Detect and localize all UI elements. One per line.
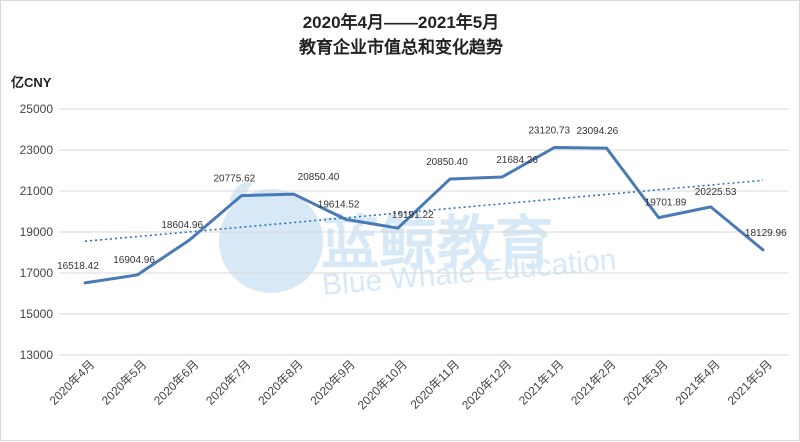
series-line [83, 146, 765, 285]
x-tick-label: 2020年10月 [355, 357, 410, 412]
y-tick-label: 23000 [20, 143, 54, 157]
x-tick-label: 2021年2月 [568, 357, 618, 407]
gridlines [59, 108, 789, 356]
series [83, 146, 765, 285]
x-tick-label: 2020年11月 [408, 357, 463, 412]
y-axis-ticks: 13000 15000 17000 19000 21000 23000 25000 [20, 102, 54, 362]
data-label: 16518.42 [57, 261, 99, 272]
trendline [84, 179, 764, 243]
data-labels: 16518.42 16904.96 18604.96 20775.62 20850.40… [57, 126, 787, 272]
data-label: 20225.53 [695, 187, 737, 198]
data-label: 18604.96 [161, 220, 203, 231]
data-label: 19701.89 [645, 198, 687, 209]
data-label: 21684.26 [496, 155, 538, 166]
x-axis-ticks: 2020年4月 2020年5月 2020年6月 2020年7月 2020年8月 2020年… [47, 357, 775, 412]
data-label: 20775.62 [214, 174, 256, 185]
x-tick-label: 2020年9月 [307, 357, 357, 407]
x-tick-label: 2021年3月 [620, 357, 670, 407]
x-tick-label: 2021年1月 [516, 357, 566, 407]
data-label: 20850.40 [298, 172, 340, 183]
y-tick-label: 13000 [20, 348, 54, 362]
data-label: 18129.96 [745, 228, 787, 239]
linear-trendline [84, 179, 764, 243]
chart-title-line-2: 教育企业市值总和变化趋势 [298, 37, 503, 57]
y-axis-unit-label: 亿CNY [11, 75, 52, 90]
whale-logo-icon [219, 189, 323, 293]
x-tick-label: 2020年4月 [47, 357, 97, 407]
y-tick-label: 17000 [20, 266, 54, 280]
data-label: 23120.73 [528, 126, 570, 137]
y-tick-label: 15000 [20, 307, 54, 321]
data-label: 23094.26 [577, 126, 619, 137]
x-tick-label: 2020年7月 [203, 357, 253, 407]
x-tick-label: 2020年12月 [459, 357, 514, 412]
x-tick-label: 2020年5月 [99, 357, 149, 407]
data-label: 20850.40 [426, 157, 468, 168]
data-label: 19191.22 [392, 210, 434, 221]
y-tick-label: 21000 [20, 184, 54, 198]
data-label: 16904.96 [113, 255, 155, 266]
x-tick-label: 2020年6月 [151, 357, 201, 407]
x-tick-label: 2021年5月 [725, 357, 775, 407]
x-tick-label: 2020年8月 [255, 357, 305, 407]
y-tick-label: 19000 [20, 225, 54, 239]
data-label: 19614.52 [318, 199, 360, 210]
chart-title-line-1: 2020年4月——2021年5月 [303, 12, 500, 32]
x-tick-label: 2021年4月 [672, 357, 722, 407]
y-tick-label: 25000 [20, 102, 54, 116]
